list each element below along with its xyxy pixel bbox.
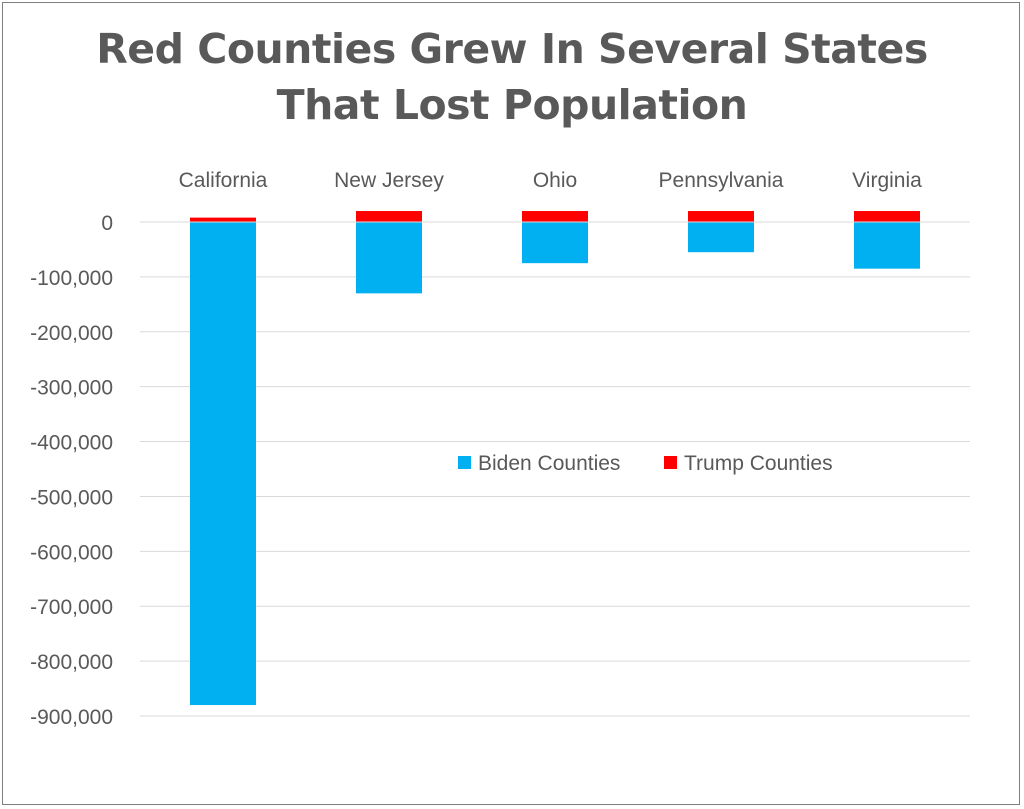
y-tick-label: -200,000 — [30, 322, 113, 345]
y-tick-label: -300,000 — [30, 377, 113, 400]
chart-title-line-2: That Lost Population — [276, 81, 748, 129]
y-tick-label: -900,000 — [30, 706, 113, 729]
bar-biden-counties — [688, 222, 754, 253]
bar-biden-counties — [522, 222, 588, 264]
x-category-label: Ohio — [533, 169, 577, 192]
bar-trump-counties — [190, 217, 256, 222]
y-tick-label: 0 — [101, 212, 113, 235]
bar-biden-counties — [190, 222, 256, 706]
y-tick-label: -500,000 — [30, 486, 113, 509]
x-category-label: New Jersey — [334, 169, 444, 192]
bar-trump-counties — [522, 211, 588, 222]
chart-title: Red Counties Grew In Several States That… — [3, 21, 1021, 133]
y-tick-label: -100,000 — [30, 267, 113, 290]
x-category-label: Virginia — [852, 169, 922, 192]
legend-label: Trump Counties — [684, 452, 833, 475]
y-tick-label: -600,000 — [30, 541, 113, 564]
bar-biden-counties — [356, 222, 422, 294]
y-tick-label: -800,000 — [30, 651, 113, 674]
legend-label: Biden Counties — [478, 452, 620, 475]
y-tick-label: -700,000 — [30, 596, 113, 619]
legend-swatch — [458, 456, 471, 469]
chart-title-line-1: Red Counties Grew In Several States — [96, 25, 928, 73]
bar-trump-counties — [356, 211, 422, 222]
x-category-label: Pennsylvania — [659, 169, 784, 192]
y-tick-label: -400,000 — [30, 432, 113, 455]
x-category-label: California — [179, 169, 268, 192]
bar-trump-counties — [688, 211, 754, 222]
bar-trump-counties — [854, 211, 920, 222]
legend-swatch — [664, 456, 677, 469]
bar-biden-counties — [854, 222, 920, 269]
